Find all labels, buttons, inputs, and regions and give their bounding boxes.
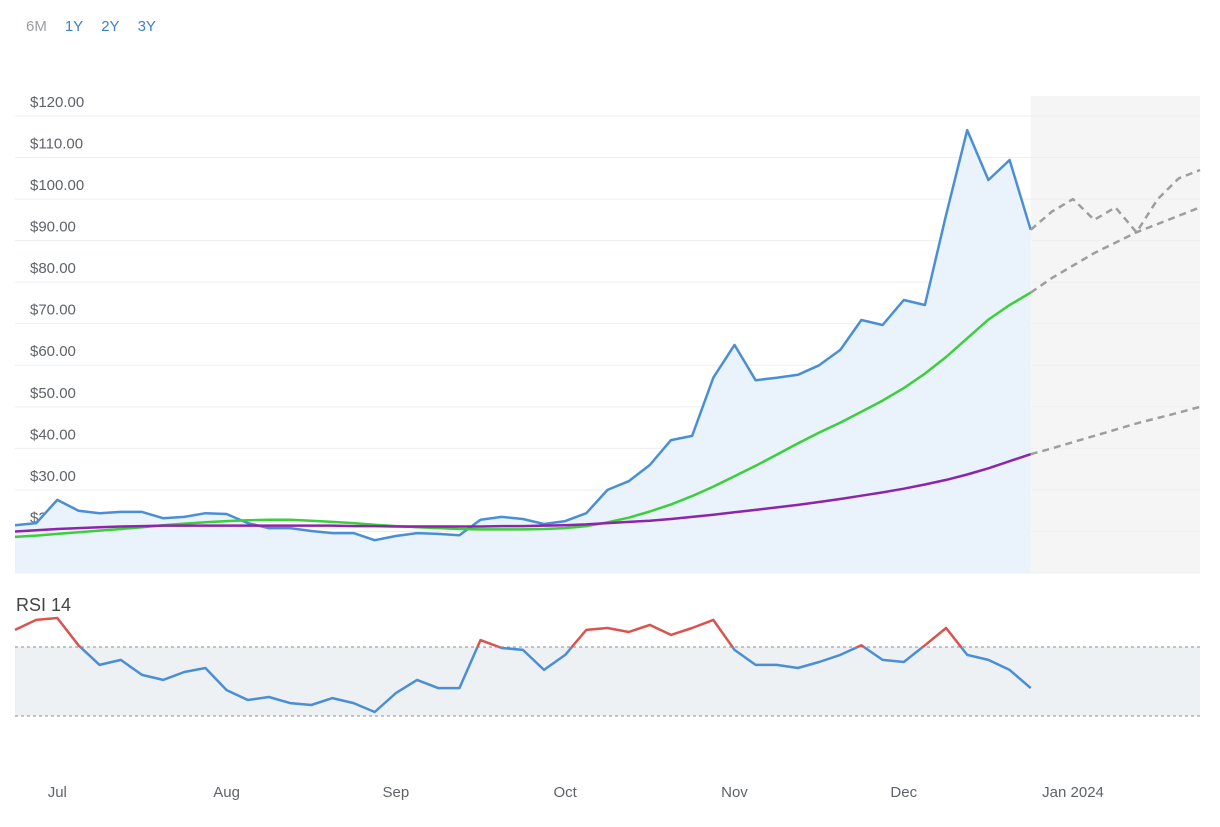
x-tick-label: Jul — [48, 784, 67, 801]
rsi-title: RSI 14 — [16, 595, 71, 615]
y-tick-label: $70.00 — [30, 302, 76, 319]
price-area — [15, 130, 1031, 573]
forecast-line — [1029, 168, 1201, 234]
range-button[interactable]: 6M — [26, 18, 47, 35]
y-tick-label: $50.00 — [30, 385, 76, 402]
series-line — [14, 128, 1032, 542]
forecast-region — [1030, 96, 1200, 573]
range-button[interactable]: 3Y — [137, 18, 156, 35]
y-tick-label: $110.00 — [30, 136, 83, 153]
forecast-line — [1030, 405, 1201, 456]
forecast-line — [1029, 206, 1201, 294]
y-tick-label: $120.00 — [30, 94, 84, 111]
x-tick-label: Nov — [721, 784, 748, 801]
y-tick-label: $40.00 — [30, 426, 76, 443]
range-selector: 6M 1Y 2Y 3Y — [26, 18, 156, 35]
x-tick-label: Dec — [890, 784, 917, 801]
x-tick-label: Jan 2024 — [1042, 784, 1104, 801]
range-button[interactable]: 1Y — [64, 18, 84, 35]
series-line — [14, 291, 1032, 539]
range-button[interactable]: 2Y — [101, 18, 120, 35]
y-tick-label: $90.00 — [30, 219, 76, 236]
x-tick-label: Aug — [213, 784, 240, 801]
y-tick-label: $60.00 — [30, 343, 76, 360]
series-line — [14, 453, 1032, 533]
rsi-band — [15, 647, 1200, 716]
y-tick-label: $100.00 — [30, 177, 84, 194]
x-tick-label: Oct — [554, 784, 578, 801]
rsi-overbought-line — [14, 616, 963, 647]
y-tick-label: $80.00 — [30, 260, 76, 277]
x-tick-label: Sep — [383, 784, 410, 801]
rsi-line — [78, 647, 1032, 714]
y-tick-label: $30.00 — [30, 468, 76, 485]
